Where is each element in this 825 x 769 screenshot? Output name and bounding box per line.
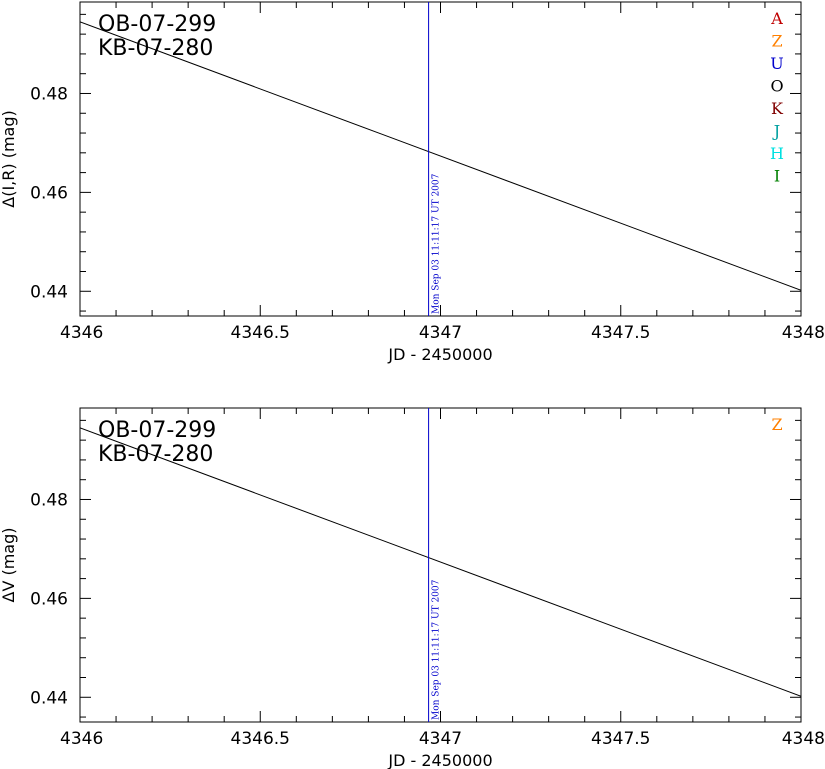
x-tick-label: 4348 [782,729,825,749]
x-tick-label: 4347 [419,729,462,749]
legend-entry-K: K [771,99,784,118]
x-tick-label: 4348 [782,323,825,343]
x-tick-label: 4346 [60,323,103,343]
x-tick-label: 4347 [419,323,462,343]
x-axis-label: JD - 2450000 [387,345,492,364]
y-tick-label: 0.48 [30,84,68,104]
event-name-label: KB-07-280 [98,442,213,467]
y-tick-label: 0.44 [30,282,68,302]
x-tick-label: 4347.5 [591,729,650,749]
event-name-label: OB-07-299 [98,12,216,37]
x-axis-label: JD - 2450000 [387,751,492,769]
legend-entry-Z: Z [771,32,782,51]
legend-entry-H: H [770,144,784,163]
series-line-1 [80,427,801,697]
y-tick-label: 0.48 [30,490,68,510]
x-tick-label: 4346 [60,729,103,749]
x-tick-label: 4346.5 [231,729,290,749]
time-marker-label: Mon Sep 03 11:11:17 UT 2007 [432,579,442,720]
x-tick-label: 4346.5 [231,323,290,343]
legend-entry-A: A [770,9,783,28]
legend-entry-J: J [772,122,780,141]
x-tick-label: 4347.5 [591,323,650,343]
time-marker-label: Mon Sep 03 11:11:17 UT 2007 [432,173,442,314]
chart-panel-1: 4346 4346.5 4347 4347.5 4348 0.44 0.46 0.48 JD -… [0,1,825,364]
y-tick-label: 0.44 [30,688,68,708]
legend-entry-I: I [774,167,780,186]
event-name-label: OB-07-299 [98,418,216,443]
series-line-1 [80,21,801,291]
y-tick-label: 0.46 [30,183,68,203]
event-name-label: KB-07-280 [98,36,213,61]
legend-entry-O: O [770,77,783,96]
legend-entry-U: U [770,54,783,73]
y-axis-label: Δ(I,R) (mag) [0,110,18,207]
legend-entry-Z: Z [771,415,782,434]
chart-panel-2: 4346 4346.5 4347 4347.5 4348 0.44 0.46 0.48 JD -… [0,407,825,769]
y-axis-label: ΔV (mag) [0,527,18,602]
y-tick-label: 0.46 [30,589,68,609]
